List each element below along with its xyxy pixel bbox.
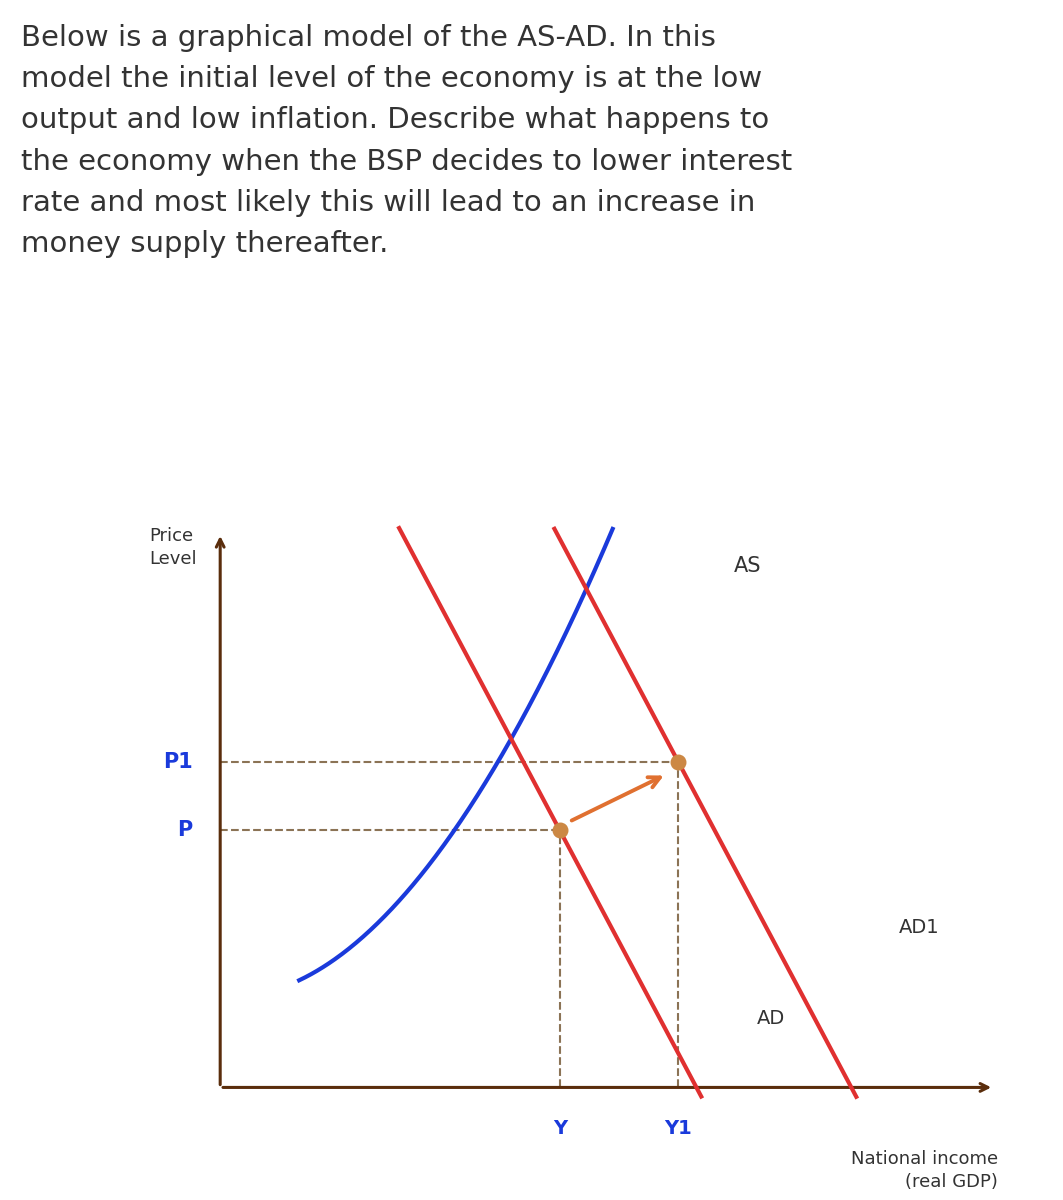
- Text: P1: P1: [163, 751, 192, 772]
- Point: [552, 821, 569, 840]
- Text: P: P: [178, 821, 192, 840]
- Text: AD: AD: [757, 1009, 786, 1028]
- Text: AD1: AD1: [899, 918, 940, 937]
- Text: Y1: Y1: [664, 1118, 692, 1138]
- Text: Price
Level: Price Level: [149, 528, 197, 568]
- Text: Y: Y: [553, 1118, 567, 1138]
- Text: AS: AS: [733, 556, 761, 576]
- Text: Below is a graphical model of the AS-AD. In this
model the initial level of the : Below is a graphical model of the AS-AD.…: [21, 24, 793, 258]
- Point: [670, 752, 687, 772]
- Text: National income
(real GDP): National income (real GDP): [850, 1151, 998, 1192]
